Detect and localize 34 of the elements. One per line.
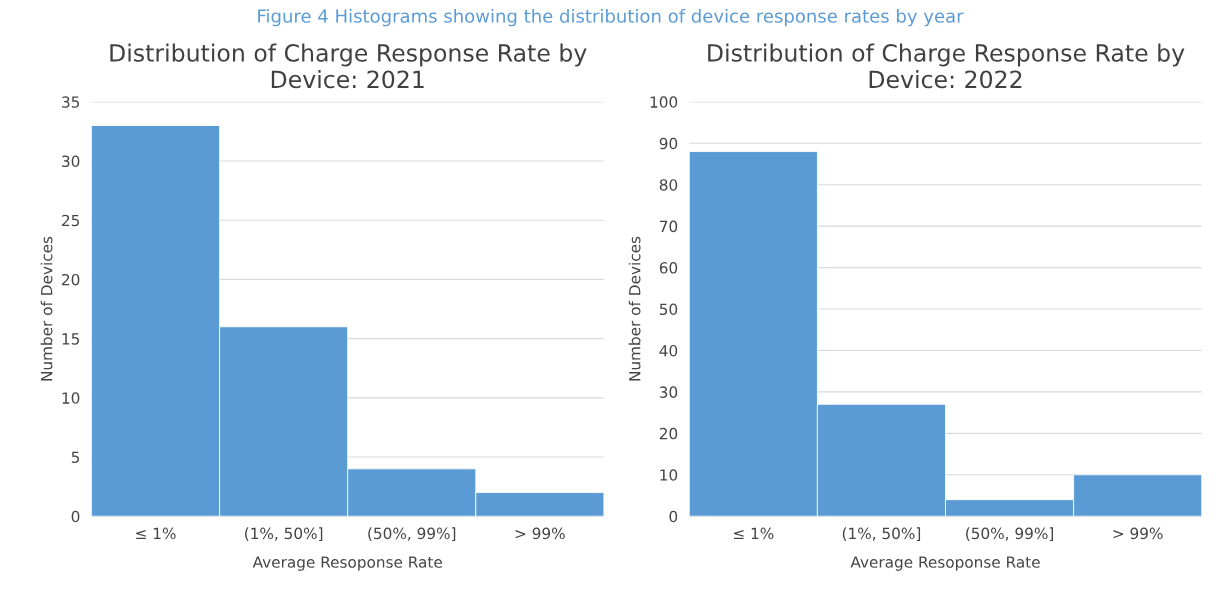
y-tick-label: 35	[62, 96, 80, 108]
y-tick-label: 30	[659, 386, 678, 398]
x-axis-title: Average Resoponse Rate	[252, 556, 442, 571]
y-tick-label: 90	[659, 137, 678, 150]
y-tick-label: 10	[660, 469, 678, 481]
y-tick-label: 20	[62, 273, 80, 286]
x-tick-label: ≤ 1%	[734, 527, 774, 540]
y-tick-label: 70	[660, 220, 678, 233]
y-tick-label: 0	[669, 510, 678, 523]
y-tick-label: 60	[659, 262, 678, 274]
y-tick-label: 10	[62, 392, 80, 404]
y-axis-title: Number of Devices	[628, 236, 641, 381]
y-tick-label: 0	[71, 510, 80, 523]
y-tick-label: 30	[62, 155, 80, 168]
x-tick-label: ≤ 1%	[136, 527, 176, 540]
x-tick-label: (50%, 99%]	[966, 527, 1054, 541]
y-axis-title: Number of Devices	[40, 236, 53, 381]
chart-title: Distribution of Charge Response Rate by Device: 2021	[110, 43, 587, 89]
y-tick-label: 100	[650, 96, 678, 108]
y-tick-label: 25	[62, 214, 80, 227]
y-tick-label: 80	[659, 179, 678, 191]
caption: Figure 4 Histograms showing the distribution of device response rates by year	[258, 8, 964, 27]
y-tick-label: 40	[659, 344, 678, 357]
y-tick-label: 5	[71, 451, 80, 464]
x-tick-label: (1%, 50%]	[245, 527, 323, 541]
y-tick-label: 50	[659, 303, 678, 316]
x-tick-label: (50%, 99%]	[368, 527, 456, 541]
y-tick-label: 20	[659, 427, 678, 440]
x-tick-label: > 99%	[1113, 527, 1163, 540]
x-tick-label: (1%, 50%]	[842, 527, 921, 541]
chart-title: Distribution of Charge Response Rate by Device: 2022	[708, 43, 1185, 89]
x-axis-title: Average Resoponse Rate	[850, 556, 1040, 571]
y-tick-label: 15	[62, 333, 80, 345]
x-tick-label: > 99%	[515, 527, 565, 540]
